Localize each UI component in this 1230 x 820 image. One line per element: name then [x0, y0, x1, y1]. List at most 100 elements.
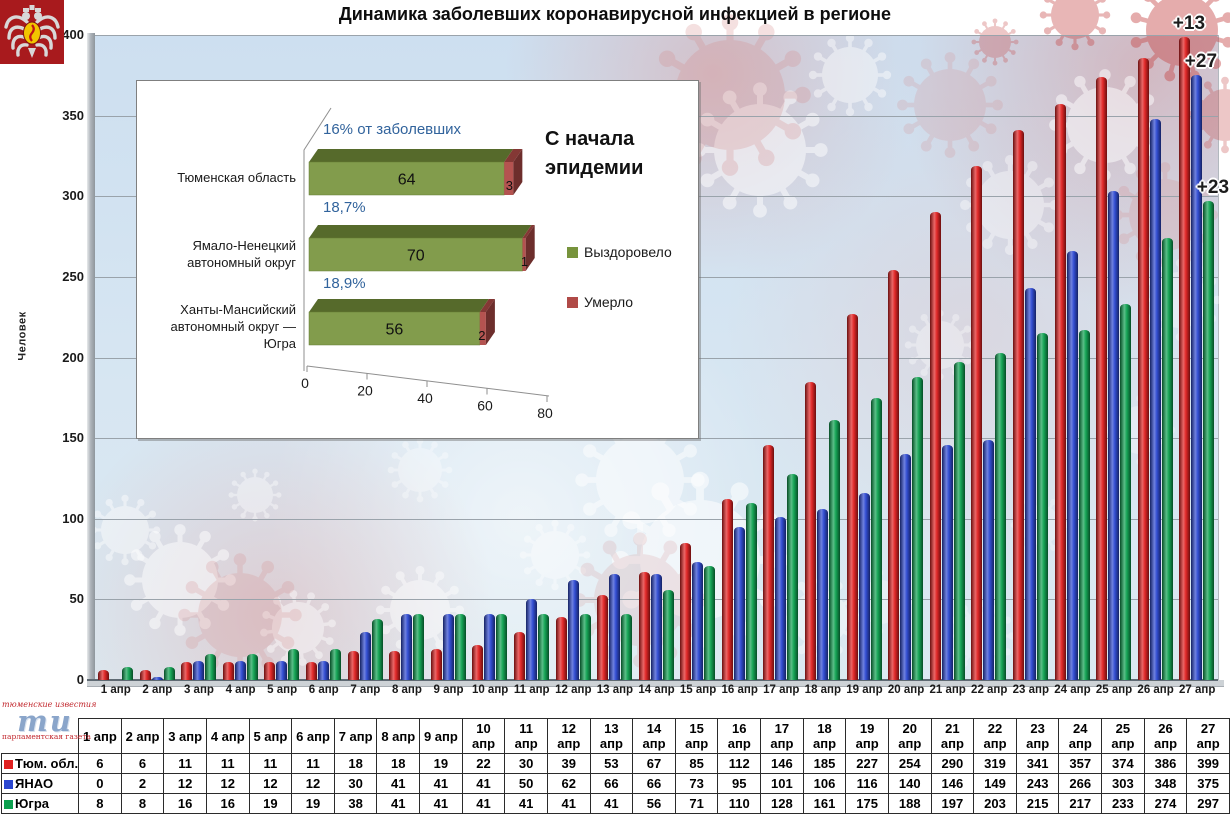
- table-col-header: 27 апр: [1186, 718, 1230, 754]
- bar-Тюм. обл.-27 апр: [1179, 36, 1191, 680]
- table-cell: 12: [248, 773, 293, 794]
- inset-category-label: Ямало-Ненецкий автономный округ: [187, 238, 296, 270]
- table-cell: 66: [589, 773, 634, 794]
- bar-Тюм. обл.-21 апр: [929, 212, 941, 680]
- bar-ЯНАО-17 апр: [775, 517, 787, 680]
- y-tick-label: 100: [62, 510, 84, 526]
- bar-ЯНАО-6 апр: [317, 660, 329, 680]
- chart-3d-wall: [87, 33, 95, 681]
- table-row-label: ЯНАО: [0, 773, 80, 794]
- table-cell: 399: [1186, 753, 1230, 774]
- bar-Тюм. обл.-17 апр: [763, 444, 775, 680]
- bar-Югра-14 апр: [662, 589, 674, 680]
- bar-Тюм. обл.-7 апр: [347, 650, 359, 680]
- svg-text:3: 3: [506, 178, 513, 193]
- bar-Югра-3 апр: [205, 654, 217, 680]
- table-cell: 95: [717, 773, 762, 794]
- y-tick-label: 200: [62, 349, 84, 365]
- bar-Югра-6 апр: [329, 649, 341, 680]
- bar-Югра-22 апр: [995, 352, 1007, 680]
- legend-swatch-died: [567, 296, 578, 308]
- table-cell: 297: [1186, 793, 1230, 814]
- x-tick-label: 18 апр: [804, 684, 842, 696]
- bar-Югра-4 апр: [246, 654, 258, 680]
- table-cell: 112: [717, 753, 762, 774]
- svg-text:40: 40: [417, 390, 433, 406]
- bar-ЯНАО-22 апр: [983, 439, 995, 680]
- table-cell: 0: [78, 773, 122, 794]
- bar-ЯНАО-3 апр: [193, 660, 205, 680]
- bar-ЯНАО-20 апр: [900, 454, 912, 680]
- table-cell: 274: [1143, 793, 1188, 814]
- table-col-header: 13 апр: [589, 718, 634, 754]
- bar-layer: [95, 35, 1218, 680]
- inset-category-label: Ханты-Мансийский автономный округ — Югра: [170, 302, 297, 351]
- table-col-header: 19 апр: [845, 718, 889, 754]
- bar-Югра-8 апр: [413, 613, 425, 680]
- bar-Югра-9 апр: [454, 613, 466, 680]
- y-tick-label: 0: [76, 672, 84, 687]
- bar-Тюм. обл.-9 апр: [430, 649, 442, 680]
- bar-ЯНАО-18 апр: [817, 509, 829, 680]
- table-col-header: 4 апр: [205, 718, 250, 754]
- bar-Тюм. обл.-12 апр: [555, 617, 567, 680]
- table-cell: 41: [419, 773, 463, 794]
- bar-ЯНАО-13 апр: [609, 573, 621, 680]
- table-col-header: 11 апр: [504, 718, 548, 754]
- table-col-header: 15 апр: [674, 718, 719, 754]
- svg-text:64: 64: [398, 172, 416, 189]
- bar-Тюм. обл.-10 апр: [472, 644, 484, 680]
- table-cell: 140: [887, 773, 932, 794]
- table-col-header: 3 апр: [163, 718, 207, 754]
- x-tick-label: 25 апр: [1095, 684, 1133, 696]
- y-tick-label: 350: [62, 107, 84, 123]
- table-cell: 18: [376, 753, 421, 774]
- x-tick-label: 21 апр: [929, 684, 966, 696]
- table-cell: 375: [1186, 773, 1230, 794]
- inset-percent-label: 16% от заболевших: [323, 121, 462, 138]
- table-cell: 175: [845, 793, 889, 814]
- bar-ЯНАО-8 апр: [401, 613, 413, 680]
- x-tick-label: 26 апр: [1137, 684, 1174, 696]
- table-cell: 185: [802, 753, 847, 774]
- table-col-header: 7 апр: [333, 718, 378, 754]
- bar-ЯНАО-16 апр: [733, 526, 745, 680]
- table-col-header: 12 апр: [546, 718, 591, 754]
- table-cell: 18: [333, 753, 378, 774]
- x-tick-label: 20 апр: [887, 684, 925, 696]
- bar-Тюм. обл.-8 апр: [389, 650, 401, 680]
- table-cell: 110: [717, 793, 762, 814]
- x-tick-label: 10 апр: [471, 684, 509, 696]
- x-tick-label: 23 апр: [1012, 684, 1049, 696]
- table-col-header: 6 апр: [291, 718, 335, 754]
- x-axis-line: [87, 679, 1218, 681]
- bar-Тюм. обл.-16 апр: [721, 499, 733, 680]
- svg-text:20: 20: [357, 383, 373, 399]
- table-cell: 19: [248, 793, 293, 814]
- bar-Югра-23 апр: [1037, 333, 1049, 680]
- x-tick-label: 24 апр: [1054, 684, 1091, 696]
- bar-Тюм. обл.-13 апр: [597, 594, 609, 680]
- x-tick-label: 9 апр: [433, 684, 464, 696]
- y-axis-title: Человек: [16, 311, 29, 361]
- table-col-header: 26 апр: [1143, 718, 1188, 754]
- x-tick-label: 27 апр: [1179, 684, 1216, 696]
- table-cell: 303: [1101, 773, 1145, 794]
- daily-increase-annotation: +27: [1184, 51, 1218, 73]
- table-cell: 41: [376, 773, 421, 794]
- x-tick-label: 11 апр: [513, 684, 550, 696]
- table-cell: 12: [163, 773, 207, 794]
- table-cell: 243: [1015, 773, 1060, 794]
- table-cell: 197: [930, 793, 975, 814]
- bar-Тюм. обл.-2 апр: [139, 670, 151, 680]
- table-cell: 62: [546, 773, 591, 794]
- table-cell: 128: [760, 793, 804, 814]
- table-cell: 67: [632, 753, 676, 774]
- x-tick-label: 16 апр: [721, 684, 758, 696]
- svg-text:1: 1: [521, 254, 528, 269]
- y-tick-label: 150: [62, 430, 84, 446]
- bar-ЯНАО-25 апр: [1108, 191, 1120, 680]
- bar-Тюм. обл.-18 апр: [805, 381, 817, 680]
- bar-ЯНАО-5 апр: [276, 660, 288, 680]
- table-cell: 11: [163, 753, 207, 774]
